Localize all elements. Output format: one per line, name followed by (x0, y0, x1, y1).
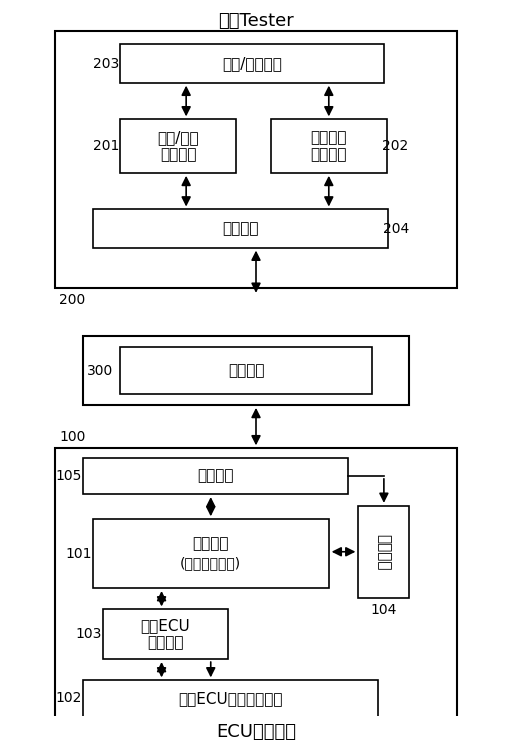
Text: 通信接口: 通信接口 (228, 363, 264, 378)
Text: 通信模块: 通信模块 (222, 221, 259, 236)
Bar (55, 448, 457, 718)
Bar (120, 347, 372, 393)
Bar (271, 119, 387, 173)
Bar (83, 458, 349, 494)
Text: (待测诊断软件): (待测诊断软件) (180, 556, 241, 571)
Text: 模拟ECU: 模拟ECU (141, 618, 190, 633)
Text: 显示/分析模块: 显示/分析模块 (222, 56, 282, 71)
Text: 104: 104 (371, 603, 397, 617)
Bar (55, 31, 457, 288)
Bar (83, 336, 410, 405)
Text: 204: 204 (382, 222, 409, 235)
Bar (120, 119, 237, 173)
Bar (358, 506, 410, 598)
Text: 105: 105 (56, 469, 82, 483)
Bar (83, 680, 378, 717)
Text: 202: 202 (381, 139, 408, 153)
Text: 模拟ECU应用程序模块: 模拟ECU应用程序模块 (178, 691, 283, 706)
Bar (93, 209, 388, 248)
Bar (120, 45, 384, 83)
Text: 102: 102 (56, 692, 82, 706)
Text: 诊断Tester: 诊断Tester (218, 13, 294, 30)
Bar (102, 609, 228, 659)
Text: 诊断模块: 诊断模块 (193, 536, 229, 551)
Text: 300: 300 (87, 364, 113, 378)
Text: 100: 100 (59, 430, 86, 444)
Text: 103: 103 (76, 627, 102, 641)
Text: 101: 101 (66, 547, 92, 561)
Bar (93, 519, 329, 588)
Text: ECU模型平台: ECU模型平台 (216, 723, 296, 741)
Text: 发送/接收
信息模块: 发送/接收 信息模块 (158, 130, 199, 162)
Text: 仿真模块: 仿真模块 (376, 533, 391, 570)
Text: 总线信息
监控模块: 总线信息 监控模块 (311, 130, 347, 162)
Text: 201: 201 (93, 139, 120, 153)
Text: 203: 203 (93, 56, 120, 70)
Text: 环境模块: 环境模块 (147, 635, 184, 650)
Text: 200: 200 (59, 294, 86, 307)
Text: 通信模块: 通信模块 (198, 468, 234, 484)
